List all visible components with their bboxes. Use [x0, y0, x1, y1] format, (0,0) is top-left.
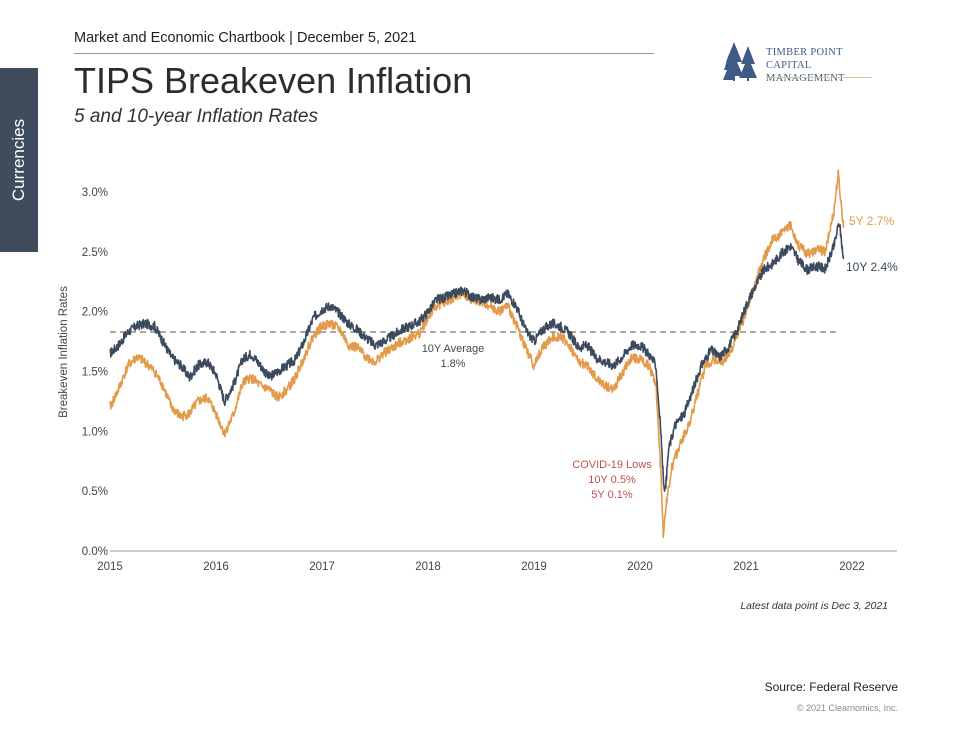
page-subtitle: 5 and 10-year Inflation Rates: [74, 106, 318, 127]
logo-line-1: TIMBER POINT: [766, 47, 843, 58]
x-tick-label: 2018: [415, 561, 441, 573]
y-axis-label: Breakeven Inflation Rates: [58, 286, 70, 418]
y-axis: 0.0% 0.5% 1.0% 1.5% 2.0% 2.5% 3.0%: [82, 187, 108, 558]
x-tick-label: 2021: [733, 561, 759, 573]
header-divider: [74, 53, 654, 54]
x-tick-label: 2017: [309, 561, 335, 573]
y-tick-label: 0.0%: [82, 546, 108, 558]
side-tab[interactable]: Currencies: [0, 68, 38, 252]
series-label-5y: 5Y 2.7%: [849, 214, 894, 228]
series-layer: [109, 169, 845, 539]
x-axis: 2015 2016 2017 2018 2019 2020 2021 2022: [97, 561, 865, 573]
average-label-line-2: 1.8%: [440, 358, 465, 370]
latest-data-note: Latest data point is Dec 3, 2021: [740, 600, 888, 612]
y-tick-label: 0.5%: [82, 486, 108, 498]
logo-line-2: CAPITAL MANAGEMENT: [766, 60, 845, 84]
y-tick-label: 3.0%: [82, 187, 108, 199]
series-line-10y: [109, 223, 845, 492]
pine-trees-icon: [723, 42, 757, 81]
chartbook-header: Market and Economic Chartbook | December…: [74, 30, 417, 46]
company-logo: TIMBER POINT CAPITAL MANAGEMENT: [722, 40, 882, 85]
logo-text: TIMBER POINT CAPITAL MANAGEMENT: [766, 46, 882, 85]
covid-annotation-line-3: 5Y 0.1%: [591, 489, 633, 501]
source-note: Source: Federal Reserve: [764, 680, 898, 694]
logo-divider: [766, 77, 872, 78]
covid-annotation-line-1: COVID-19 Lows: [572, 459, 652, 471]
copyright-note: © 2021 Clearnomics, Inc.: [796, 703, 898, 713]
y-tick-label: 1.0%: [82, 426, 108, 438]
covid-annotation-line-2: 10Y 0.5%: [588, 474, 636, 486]
average-label-line-1: 10Y Average: [422, 343, 485, 355]
x-tick-label: 2019: [521, 561, 547, 573]
y-tick-label: 2.5%: [82, 247, 108, 259]
series-label-10y: 10Y 2.4%: [846, 260, 898, 274]
x-tick-label: 2020: [627, 561, 653, 573]
page-title: TIPS Breakeven Inflation: [74, 60, 473, 101]
y-tick-label: 1.5%: [82, 367, 108, 379]
x-tick-label: 2015: [97, 561, 123, 573]
x-tick-label: 2022: [839, 561, 865, 573]
y-tick-label: 2.0%: [82, 307, 108, 319]
x-tick-label: 2016: [203, 561, 229, 573]
